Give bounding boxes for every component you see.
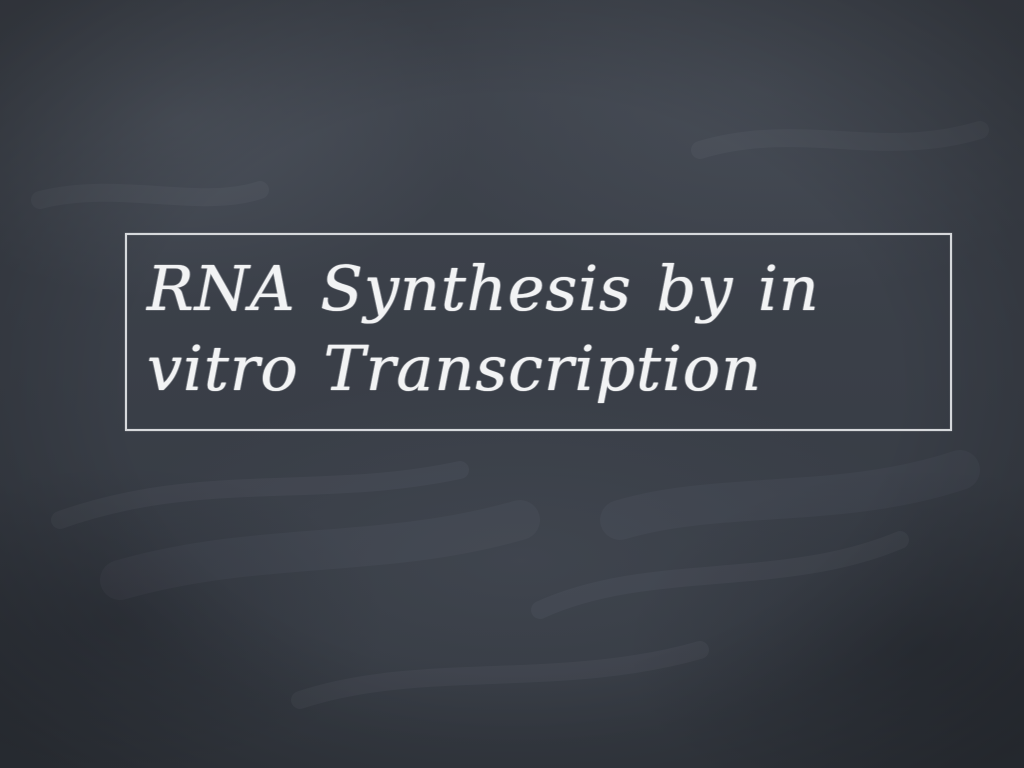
slide-title: RNA Synthesis by in vitro Transcription [147,252,820,405]
title-frame: RNA Synthesis by in vitro Transcription [125,233,952,431]
